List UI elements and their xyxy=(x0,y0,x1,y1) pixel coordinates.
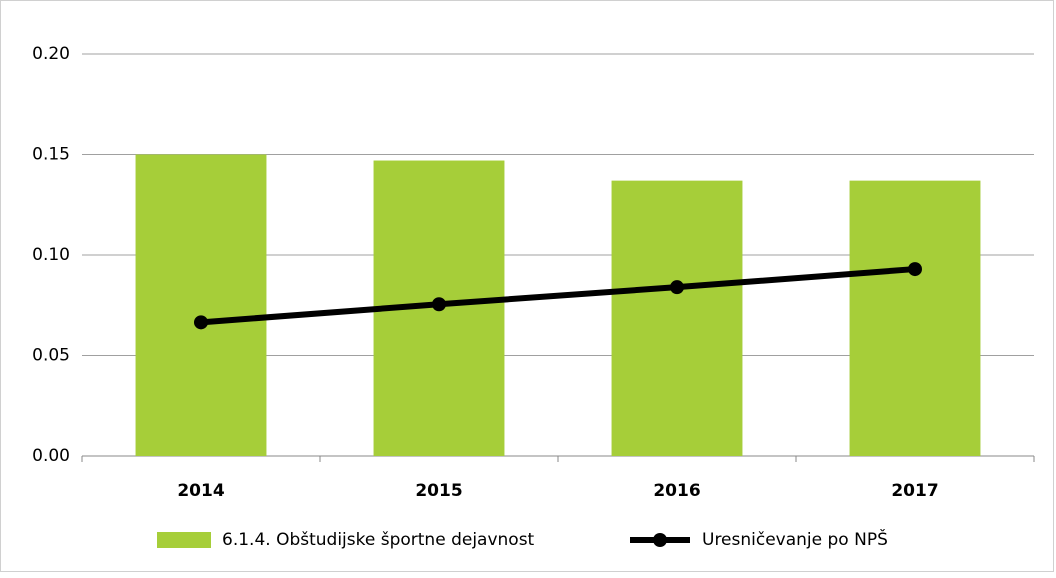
x-tick-label: 2014 xyxy=(177,481,224,501)
y-tick-label: 0.15 xyxy=(32,145,70,165)
line-marker xyxy=(194,315,208,330)
x-tick-label: 2016 xyxy=(653,481,700,501)
y-tick-label: 0.20 xyxy=(32,44,70,64)
line xyxy=(200,266,916,326)
y-tick-label: 0.05 xyxy=(32,346,70,366)
bar xyxy=(135,154,267,456)
line-marker xyxy=(670,280,684,295)
bar xyxy=(849,180,981,456)
legend-swatch xyxy=(157,532,211,548)
line-marker xyxy=(908,262,922,277)
y-tick-label: 0.10 xyxy=(32,245,70,265)
legend-label: 6.1.4. Obštudijske športne dejavnost xyxy=(222,530,535,550)
x-tick-label: 2017 xyxy=(891,481,938,501)
y-tick-label: 0.00 xyxy=(32,446,70,466)
legend-label: Uresničevanje po NPŠ xyxy=(702,528,888,550)
bar xyxy=(611,180,743,456)
x-tick-label: 2015 xyxy=(415,481,462,501)
line-marker xyxy=(432,297,446,312)
legend-marker xyxy=(653,533,667,547)
